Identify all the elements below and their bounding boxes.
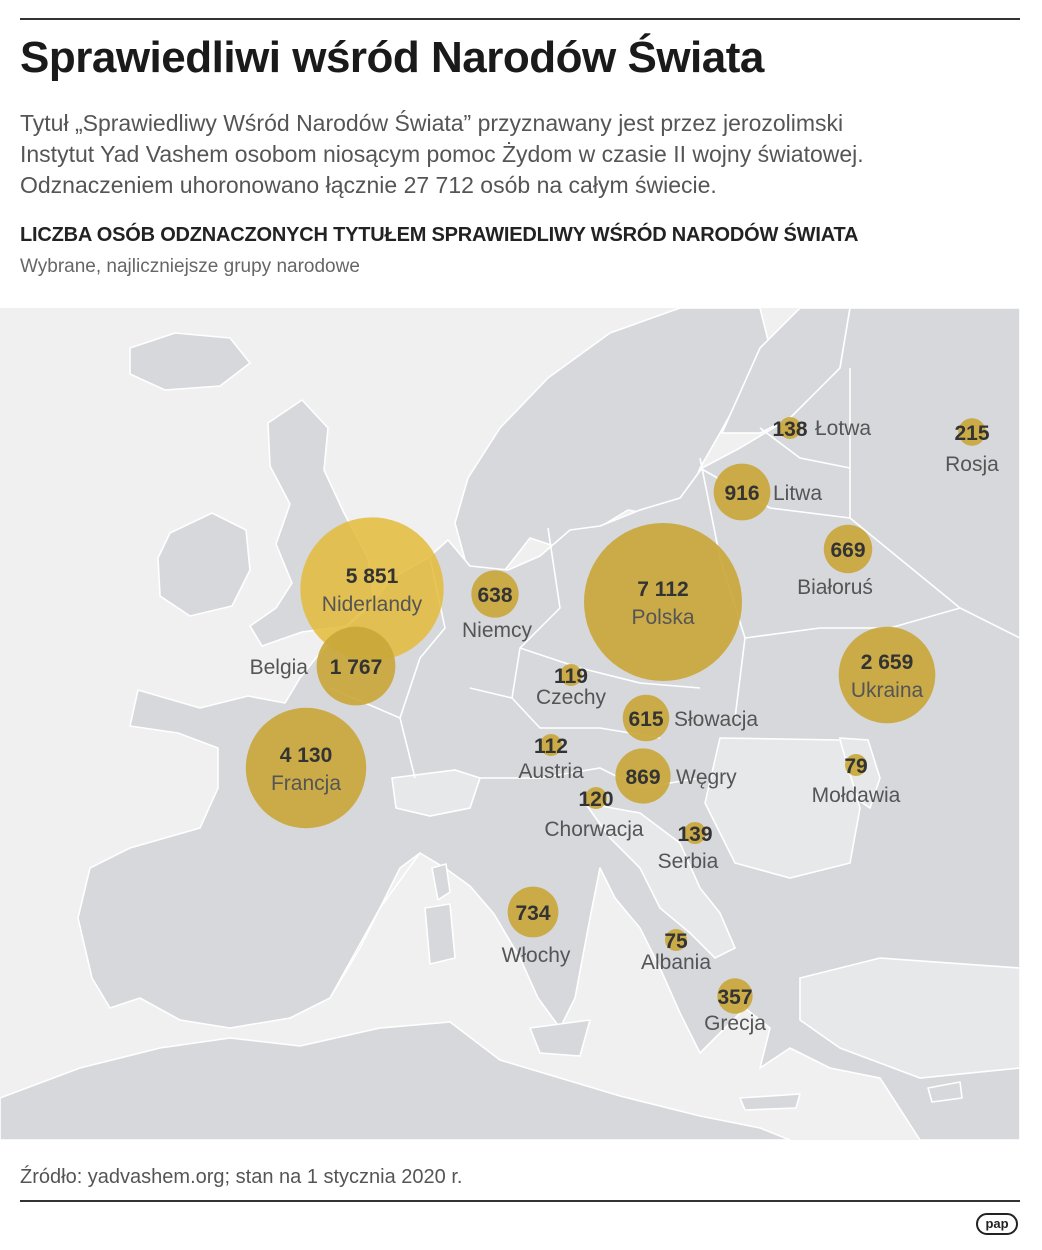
pap-logo: pap	[976, 1213, 1018, 1235]
source-note: Źródło: yadvashem.org; stan na 1 styczni…	[20, 1166, 463, 1188]
north-africa-shape	[0, 1021, 791, 1140]
country-label-wegry: Węgry	[676, 766, 737, 789]
country-label-rosja: Rosja	[945, 453, 999, 476]
value-label-lotwa: 138	[772, 418, 807, 441]
value-label-albania: 75	[664, 930, 688, 953]
sardinia-shape	[424, 903, 456, 965]
crete-shape	[739, 1093, 801, 1111]
value-label-czechy: 119	[554, 665, 588, 688]
non-eu-land	[391, 737, 1020, 1079]
value-label-rosja: 215	[954, 422, 989, 445]
border-fr-es	[329, 852, 421, 999]
bubble-rosja	[958, 418, 986, 446]
country-label-lotwa: Łotwa	[815, 417, 871, 440]
bubble-wlochy	[507, 886, 559, 938]
country-label-belgia: Belgia	[250, 656, 309, 679]
page-title: Sprawiedliwi wśród Narodów Świata	[20, 33, 764, 82]
country-label-francja: Francja	[271, 772, 341, 795]
value-label-niemcy: 638	[477, 584, 512, 607]
bubble-czechy	[560, 664, 582, 686]
bubble-slowacja	[622, 694, 670, 742]
bubble-ukraina	[838, 626, 936, 724]
top-rule	[20, 18, 1020, 20]
country-label-chorwacja: Chorwacja	[544, 818, 644, 841]
bubble-niderlandy	[300, 517, 444, 661]
land	[0, 308, 1020, 1140]
bubble-bialorus	[823, 524, 873, 574]
switzerland-shape	[391, 769, 482, 817]
map-title: LICZBA OSÓB ODZNACZONYCH TYTUŁEM SPRAWIE…	[20, 224, 859, 246]
country-label-moldawia: Mołdawia	[812, 784, 901, 807]
country-label-austria: Austria	[518, 760, 584, 783]
country-label-czechy: Czechy	[536, 686, 607, 709]
country-label-ukraina: Ukraina	[851, 679, 924, 702]
bubble-chorwacja	[585, 787, 607, 809]
country-label-serbia: Serbia	[658, 850, 719, 873]
sicily-shape	[529, 1019, 591, 1057]
turkey-shape	[799, 957, 1020, 1079]
romania-shape	[704, 737, 861, 879]
value-label-wlochy: 734	[515, 902, 550, 925]
value-label-litwa: 916	[724, 482, 759, 505]
bubble-serbia	[683, 821, 707, 845]
europe-map: 7 112 Polska 5 851 Niderlandy 4 130 Francja 2 …	[0, 308, 1020, 1140]
country-label-litwa: Litwa	[773, 482, 822, 505]
bubble-lotwa	[778, 416, 802, 440]
value-label-chorwacja: 120	[578, 788, 613, 811]
country-label-grecja: Grecja	[704, 1012, 766, 1035]
bubble-layer: 7 112 Polska 5 851 Niderlandy 4 130 Francja 2 …	[245, 416, 999, 1035]
value-label-polska: 7 112	[637, 578, 688, 601]
value-label-austria: 112	[534, 735, 568, 758]
intro-text: Tytuł „Sprawiedliwy Wśród Narodów Świata…	[20, 108, 1020, 201]
intro-line: Instytut Yad Vashem osobom niosącym pomo…	[20, 141, 864, 167]
country-label-niderlandy: Niderlandy	[322, 593, 423, 616]
bubble-wegry	[615, 748, 671, 804]
intro-line: Tytuł „Sprawiedliwy Wśród Narodów Świata…	[20, 110, 844, 136]
value-label-ukraina: 2 659	[861, 651, 914, 674]
bubble-francja	[245, 707, 367, 829]
country-label-wlochy: Włochy	[502, 944, 571, 967]
iceland-shape	[129, 332, 251, 391]
border-ru	[849, 368, 1020, 639]
border-baltic	[759, 427, 851, 469]
corsica-shape	[431, 863, 451, 901]
continent-shape	[77, 308, 1020, 1140]
value-label-wegry: 869	[625, 766, 660, 789]
bubble-grecja	[717, 978, 753, 1014]
country-label-niemcy: Niemcy	[462, 619, 533, 642]
bubble-belgia	[316, 626, 396, 706]
bubble-moldawia	[845, 754, 867, 776]
cyprus-shape	[927, 1081, 963, 1103]
value-label-grecja: 357	[717, 986, 752, 1009]
value-label-niderlandy: 5 851	[346, 565, 399, 588]
country-label-bialorus: Białoruś	[797, 576, 873, 599]
country-label-polska: Polska	[631, 606, 694, 629]
map-canvas: 7 112 Polska 5 851 Niderlandy 4 130 Francja 2 …	[0, 308, 1020, 1140]
balkans-shape	[583, 801, 737, 959]
bubble-polska	[584, 523, 742, 681]
country-label-slowacja: Słowacja	[674, 708, 758, 731]
bubble-litwa	[713, 463, 771, 521]
map-subtitle: Wybrane, najliczniejsze grupy narodowe	[20, 256, 360, 277]
value-label-belgia: 1 767	[330, 656, 383, 679]
value-label-moldawia: 79	[844, 755, 867, 778]
value-label-serbia: 139	[677, 823, 712, 846]
value-label-francja: 4 130	[280, 744, 333, 767]
ireland-shape	[157, 512, 251, 617]
border-pl-south	[519, 647, 701, 689]
bubble-albania	[665, 929, 687, 951]
bottom-rule	[20, 1200, 1020, 1202]
bubble-austria	[540, 734, 562, 756]
country-label-albania: Albania	[641, 951, 711, 974]
value-label-slowacja: 615	[628, 708, 663, 731]
intro-line: Odznaczeniem uhoronowano łącznie 27 712 …	[20, 172, 717, 198]
bubble-niemcy	[471, 570, 519, 618]
border-ua-by	[744, 607, 961, 639]
value-label-bialorus: 669	[830, 539, 865, 562]
